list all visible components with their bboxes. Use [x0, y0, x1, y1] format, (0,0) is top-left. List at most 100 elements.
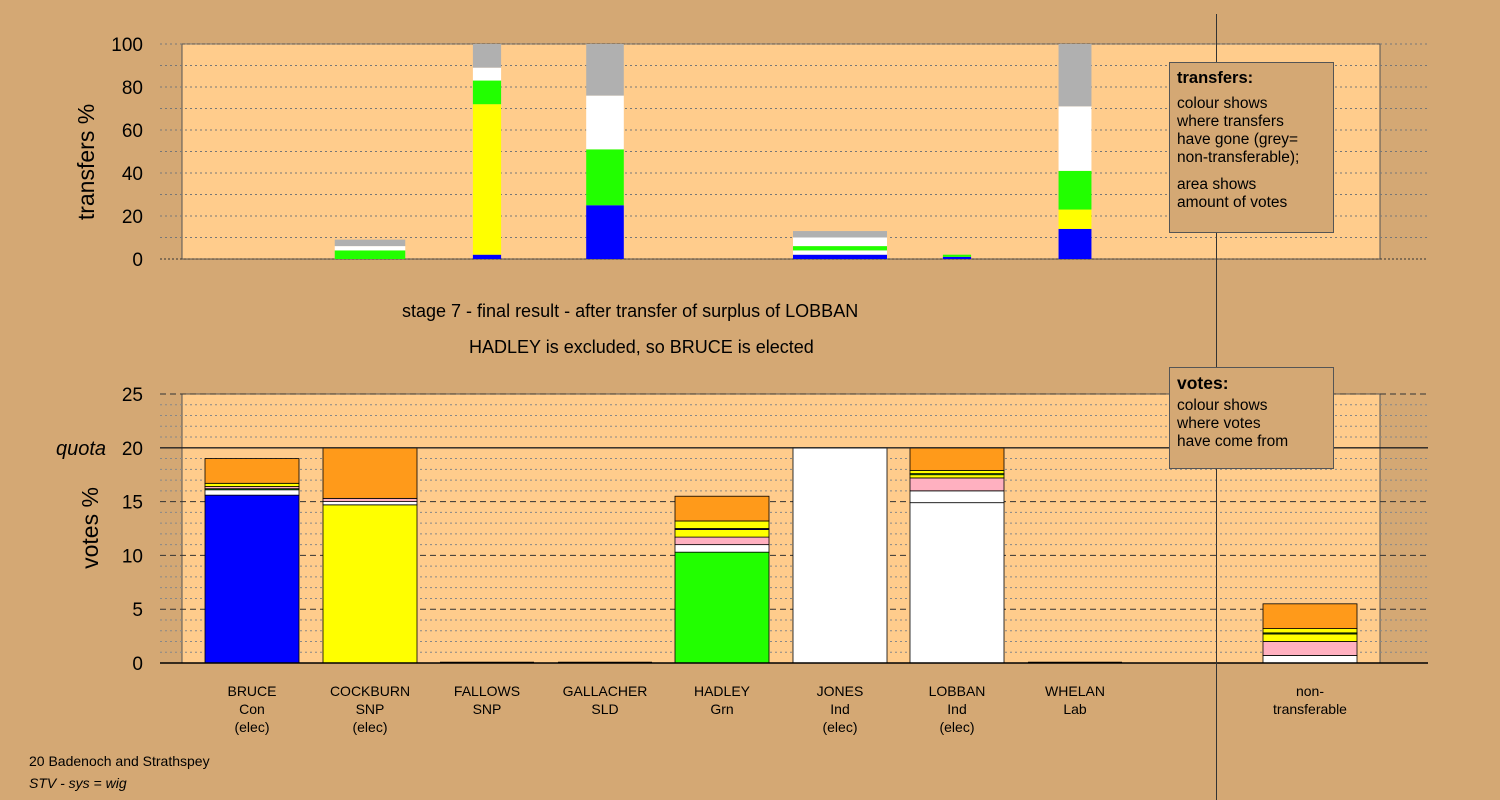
votes-legend: votes: colour shows where votes have com…	[1169, 367, 1334, 469]
transfer-segment	[472, 80, 502, 105]
vote-segment	[204, 494, 300, 664]
candidate-label: BRUCE Con (elec)	[192, 682, 312, 736]
transfer-segment	[793, 231, 887, 238]
result-line: HADLEY is excluded, so BRUCE is elected	[469, 337, 814, 357]
votes-tick-label: 10	[122, 546, 143, 567]
votes-legend-title: votes:	[1177, 373, 1229, 393]
transfer-segment	[586, 95, 624, 150]
transfers-legend-line: where transfers	[1177, 113, 1284, 130]
transfers-tick-label: 40	[122, 164, 143, 185]
transfer-segment	[472, 67, 502, 81]
candidate-name: WHELAN	[1045, 683, 1105, 699]
candidate-party: SNP	[472, 701, 502, 717]
candidate-party: Ind	[947, 701, 967, 717]
candidate-label: JONES Ind (elec)	[780, 682, 900, 736]
stage-title: stage 7 - final result - after transfer …	[402, 301, 859, 321]
transfer-segment	[793, 246, 887, 251]
vote-segment	[909, 502, 1005, 664]
candidate-label: FALLOWS SNP	[427, 682, 547, 718]
vote-segment	[674, 536, 770, 546]
votes-legend-line: colour shows	[1177, 397, 1268, 414]
transfer-segment	[1058, 209, 1092, 229]
transfer-segment	[942, 256, 972, 259]
transfers-tick-label: 80	[122, 78, 143, 99]
transfer-segment	[793, 254, 887, 259]
vote-segment	[792, 447, 888, 664]
transfers-legend-line: amount of votes	[1177, 194, 1288, 211]
transfer-segment	[472, 104, 502, 255]
votes-tick-label: 5	[132, 600, 143, 621]
votes-tick-label: 15	[122, 493, 143, 514]
votes-legend-line: where votes	[1177, 415, 1261, 432]
candidate-status: (elec)	[939, 719, 975, 735]
vote-segment	[204, 458, 300, 484]
vote-segment	[674, 495, 770, 522]
vote-segment	[674, 529, 770, 538]
vote-segment	[204, 482, 300, 487]
transfer-segment	[334, 246, 406, 251]
candidate-label: LOBBAN Ind (elec)	[897, 682, 1017, 736]
vote-segment	[322, 501, 418, 506]
vote-segment	[322, 504, 418, 664]
transfer-segment	[1058, 228, 1092, 259]
vote-segment	[1262, 641, 1358, 656]
candidate-party: SNP	[355, 701, 385, 717]
vote-segment	[909, 474, 1005, 479]
vote-segment	[909, 477, 1005, 492]
vote-segment	[909, 469, 1005, 475]
transfer-segment	[942, 254, 972, 257]
candidate-label: GALLACHER SLD	[545, 682, 665, 718]
transfer-segment	[586, 149, 624, 206]
candidate-name: LOBBAN	[928, 683, 986, 699]
vote-segment	[909, 490, 1005, 504]
vote-segment	[674, 544, 770, 553]
vote-segment	[322, 447, 418, 499]
transfers-tick-label: 60	[122, 121, 143, 142]
transfers-axis-label: transfers %	[73, 104, 99, 220]
transfer-segment	[472, 254, 502, 259]
transfers-legend-line: colour shows	[1177, 95, 1268, 112]
candidate-name: GALLACHER	[562, 683, 648, 699]
candidate-party: Con	[239, 701, 265, 717]
vote-segment	[1262, 628, 1358, 634]
votes-tick-label: 0	[132, 654, 143, 675]
transfer-segment	[586, 44, 624, 96]
transfer-segment	[334, 250, 406, 259]
vote-segment	[1262, 603, 1358, 629]
vote-segment	[322, 497, 418, 503]
candidate-status: (elec)	[822, 719, 858, 735]
vote-segment	[909, 447, 1005, 471]
transfer-segment	[1058, 106, 1092, 171]
candidate-label: HADLEY Grn	[662, 682, 782, 718]
candidate-name: HADLEY	[693, 683, 751, 699]
transfer-segment	[586, 205, 624, 259]
candidate-status: (elec)	[234, 719, 270, 735]
vote-segment	[674, 520, 770, 529]
candidate-party: Grn	[710, 701, 734, 717]
nontransferable-label-line: transferable	[1273, 701, 1347, 717]
transfer-segment	[793, 250, 887, 255]
transfer-segment	[1058, 44, 1092, 107]
transfers-legend: transfers: colour shows where transfers …	[1169, 62, 1334, 233]
votes-legend-line: have come from	[1177, 433, 1289, 450]
ward-name: 20 Badenoch and Strathspey	[29, 753, 210, 769]
transfers-tick-label: 100	[111, 35, 143, 56]
transfers-legend-title: transfers:	[1177, 69, 1254, 87]
transfers-tick-label: 20	[122, 207, 143, 228]
candidate-party: Ind	[830, 701, 850, 717]
candidate-party: Lab	[1063, 701, 1087, 717]
transfers-legend-line: non-transferable);	[1177, 149, 1300, 166]
votes-tick-label: 25	[122, 385, 143, 406]
vote-segment	[1262, 633, 1358, 642]
vote-segment	[204, 489, 300, 496]
candidate-name: BRUCE	[227, 683, 277, 699]
candidate-label: COCKBURN SNP (elec)	[310, 682, 430, 736]
candidate-party: SLD	[591, 701, 619, 717]
voting-system: STV - sys = wig	[29, 775, 127, 791]
vote-segment	[674, 551, 770, 664]
transfer-segment	[334, 239, 406, 247]
vote-segment	[1262, 655, 1358, 664]
candidate-status: (elec)	[352, 719, 388, 735]
candidate-name: JONES	[816, 683, 864, 699]
transfers-legend-line: have gone (grey=	[1177, 131, 1299, 148]
